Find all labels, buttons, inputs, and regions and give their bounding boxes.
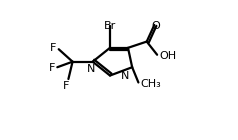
Text: F: F	[50, 43, 57, 53]
Text: N: N	[87, 64, 95, 74]
Text: CH₃: CH₃	[140, 79, 161, 89]
Text: OH: OH	[159, 51, 176, 61]
Text: Br: Br	[104, 21, 116, 31]
Text: F: F	[49, 63, 55, 73]
Text: O: O	[151, 21, 160, 31]
Text: F: F	[63, 81, 69, 91]
Text: N: N	[120, 71, 129, 81]
